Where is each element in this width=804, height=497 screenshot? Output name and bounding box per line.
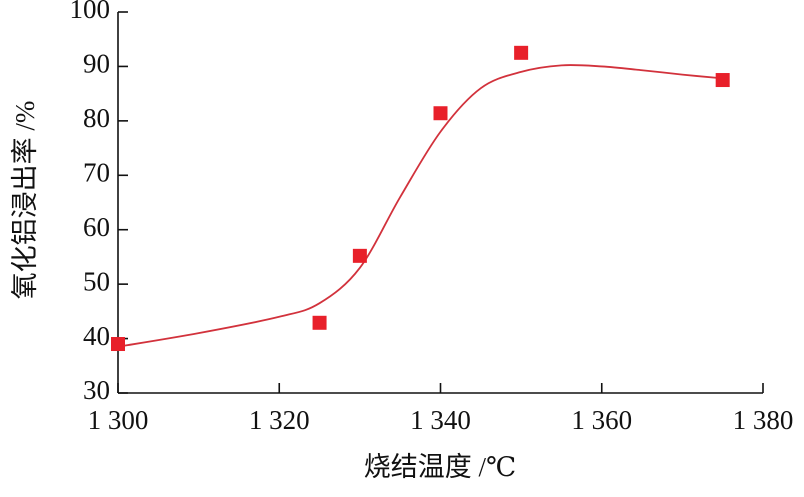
x-axis-label: 烧结温度 /℃ (364, 452, 516, 482)
x-tick-label: 1 300 (88, 405, 149, 435)
y-axis-label: 氧化铝浸出率 /% (10, 101, 40, 300)
y-tick-label: 30 (83, 375, 110, 405)
data-point (433, 106, 448, 121)
y-tick-label: 100 (70, 0, 111, 24)
y-tick-label: 70 (83, 157, 110, 187)
fit-curve (117, 64, 723, 348)
y-tick-label: 50 (83, 266, 110, 296)
data-point (352, 248, 367, 263)
x-tick-label: 1 360 (571, 405, 632, 435)
y-tick-label: 60 (83, 212, 110, 242)
data-point (514, 45, 529, 60)
data-point (111, 337, 125, 352)
x-tick-label: 1 320 (249, 405, 310, 435)
y-tick-label: 80 (83, 103, 110, 133)
y-tick-label: 90 (83, 49, 110, 79)
y-tick-label: 40 (83, 321, 110, 351)
x-tick-label: 1 340 (410, 405, 471, 435)
data-point (312, 315, 327, 330)
x-tick-label: 1 380 (733, 405, 794, 435)
data-point (715, 73, 730, 88)
